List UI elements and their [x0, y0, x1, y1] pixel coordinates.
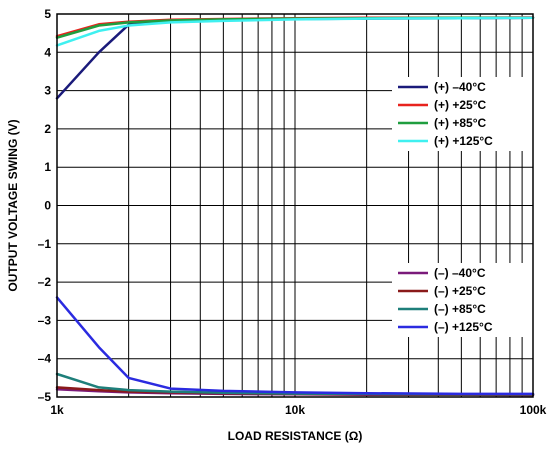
y-tick-label: –5 — [38, 390, 52, 404]
legend-label: (+) –40°C — [434, 80, 486, 94]
legend-label: (–) +85°C — [434, 302, 486, 316]
y-tick-label: 5 — [44, 7, 51, 21]
y-tick-label: 1 — [44, 160, 51, 174]
legend-box — [392, 263, 533, 337]
x-axis-label: LOAD RESISTANCE (Ω) — [228, 429, 363, 443]
y-tick-label: –3 — [38, 313, 52, 327]
y-tick-label: 4 — [44, 45, 51, 59]
series-line — [55, 16, 535, 47]
legend-label: (–) +25°C — [434, 284, 486, 298]
y-tick-label: 2 — [44, 122, 51, 136]
x-tick-labels: 1k 10k 100k — [50, 403, 546, 417]
y-tick-label: 3 — [44, 84, 51, 98]
grid-lines — [56, 13, 534, 398]
legend-label: (+) +85°C — [434, 116, 486, 130]
y-tick-label: –1 — [38, 237, 52, 251]
y-axis-label: OUTPUT VOLTAGE SWING (V) — [6, 119, 20, 291]
legend-label: (–) +125°C — [434, 320, 493, 334]
legend-label: (+) +125°C — [434, 134, 493, 148]
legend: (+) –40°C (+) +25°C (+) +85°C (+) +125°C (–)… — [392, 77, 533, 337]
y-tick-labels: –5 –4 –3 –2 –1 0 1 2 3 4 5 — [38, 7, 52, 404]
y-tick-label: 0 — [44, 199, 51, 213]
plot-frame — [56, 13, 534, 398]
x-tick-label: 10k — [285, 403, 305, 417]
series-lines — [55, 16, 535, 397]
y-tick-label: –2 — [38, 275, 52, 289]
x-tick-label: 1k — [50, 403, 64, 417]
x-tick-label: 100k — [520, 403, 547, 417]
series-line — [55, 296, 535, 396]
legend-label: (+) +25°C — [434, 98, 486, 112]
legend-box — [392, 77, 533, 151]
legend-label: (–) –40°C — [434, 266, 486, 280]
y-tick-label: –4 — [38, 352, 52, 366]
